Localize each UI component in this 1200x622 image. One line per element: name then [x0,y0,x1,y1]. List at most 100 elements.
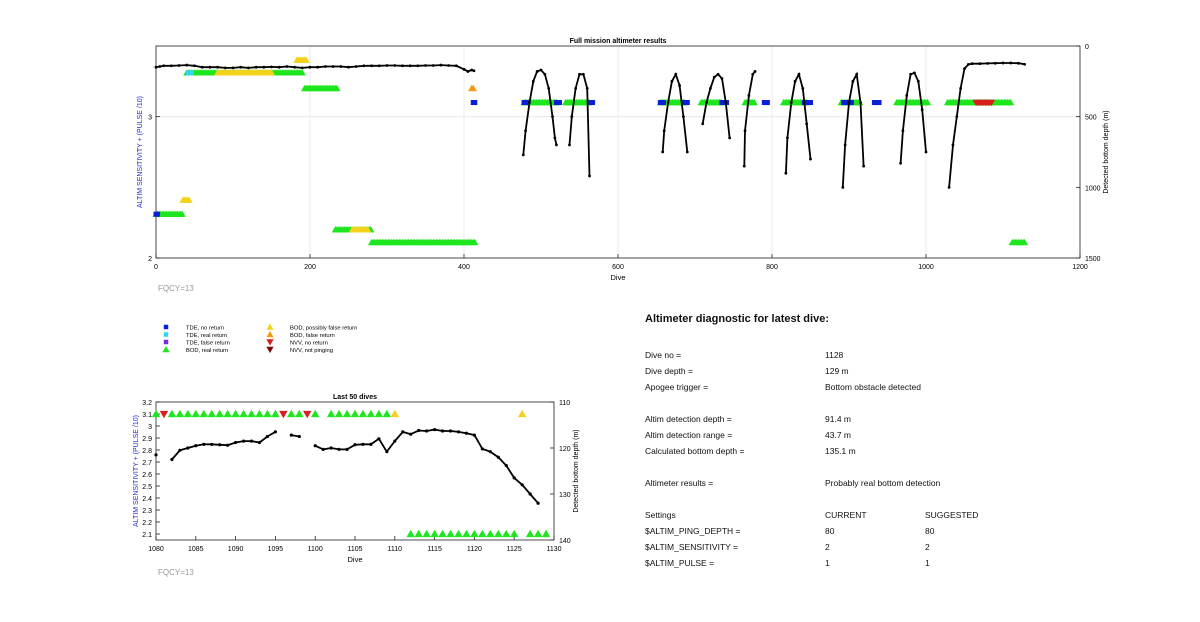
diag-value: 1128 [825,350,844,360]
altim-marker [470,529,479,538]
altim-marker [364,226,372,233]
altim-marker [207,409,216,418]
depth-point [528,101,531,104]
depth-point [905,94,909,97]
depth-point [170,64,173,68]
depth-point [666,101,670,104]
altim-marker [151,409,161,418]
x-axis-label: Dive [610,273,625,282]
x-tick-label: 1000 [918,264,934,271]
depth-point [277,65,281,69]
altim-marker [590,100,596,106]
depth-point [300,66,304,70]
depth-point [661,150,665,154]
y-tick-label: 3.2 [142,400,152,407]
x-tick-label: 1130 [546,546,561,553]
depth-point [154,453,158,457]
depth-point [678,84,681,87]
diag-label: Apogee trigger = [645,382,709,392]
depth-point [585,87,589,90]
depth-point [401,64,404,68]
x-tick-label: 1115 [427,546,442,553]
y-tick-label: 2.9 [142,436,152,443]
chart-title: Full mission altimeter results [570,38,667,45]
y-tick-label: 3.1 [142,412,152,419]
y2-tick-label: 140 [559,538,571,545]
legend-label: BOD, real return [186,348,228,354]
depth-line [291,434,300,438]
depth-point [316,65,320,69]
depth-point [524,129,527,133]
depth-point [970,62,974,66]
depth-point [709,87,712,90]
diag-row-bottom-depth: Calculated bottom depth = 135.1 m [645,443,1065,459]
settings-current: 2 [825,542,830,552]
depth-point [797,72,801,76]
depth-point [547,87,551,90]
altim-marker [764,100,770,106]
depth-point [742,164,746,168]
depth-line [522,68,558,155]
depth-point [539,68,543,72]
x-tick-label: 1080 [148,546,164,553]
depth-line [314,428,539,504]
depth-point [377,64,381,68]
depth-point [466,70,470,73]
settings-suggested: 1 [925,558,930,568]
altim-marker [183,409,193,418]
depth-point [913,71,916,75]
y2-tick-label: 120 [559,446,571,453]
depth-point [588,174,591,178]
depth-point [408,64,412,68]
altim-marker [311,409,320,418]
altim-marker [923,98,932,106]
settings-row-ping-depth: $ALTIM_PING_DEPTH = 80 80 [645,523,1065,539]
depth-point [354,65,358,68]
altim-marker [239,409,248,418]
depth-point [924,150,928,154]
altim-marker [494,529,503,538]
y2-tick-label: 130 [559,492,571,499]
altim-marker [556,100,562,106]
depth-point [1009,61,1013,65]
depth-point [712,75,716,79]
legend-marker [266,330,274,338]
altim-marker [159,410,169,419]
x-tick-label: 600 [612,264,624,271]
depth-point [154,65,158,69]
legend-marker [162,345,170,353]
depth-point [986,61,989,65]
legend-label: TDE, no return [186,326,224,332]
depth-line [171,431,276,461]
depth-point [701,122,705,126]
altim-marker [247,409,256,418]
depth-point [682,115,685,119]
depth-point [568,143,571,147]
diagnostic-title: Altimeter diagnostic for latest dive: [645,313,829,325]
diag-row-apogee: Apogee trigger = Bottom obstacle detecte… [645,379,1065,395]
altim-marker [848,100,854,106]
settings-current: 80 [825,526,835,536]
x-tick-label: 1095 [268,546,284,553]
y2-tick-label: 110 [559,400,570,407]
depth-point [535,70,539,73]
altim-marker [374,409,384,418]
altim-marker [430,529,439,538]
depth-point [963,67,966,71]
y2-tick-label: 500 [1085,115,1097,122]
depth-point [223,66,227,70]
diag-value: 91.4 m [825,414,851,424]
depth-point [789,101,793,104]
depth-point [847,101,851,104]
legend-label: TDE, real return [186,333,227,339]
settings-current-header: CURRENT [825,510,867,520]
depth-point [670,79,674,83]
legend-marker [266,339,274,346]
altim-marker [876,100,882,106]
depth-point [308,65,312,69]
altim-marker [191,409,200,418]
altim-marker [382,409,392,418]
altim-marker [350,409,360,418]
depth-point [555,143,558,147]
